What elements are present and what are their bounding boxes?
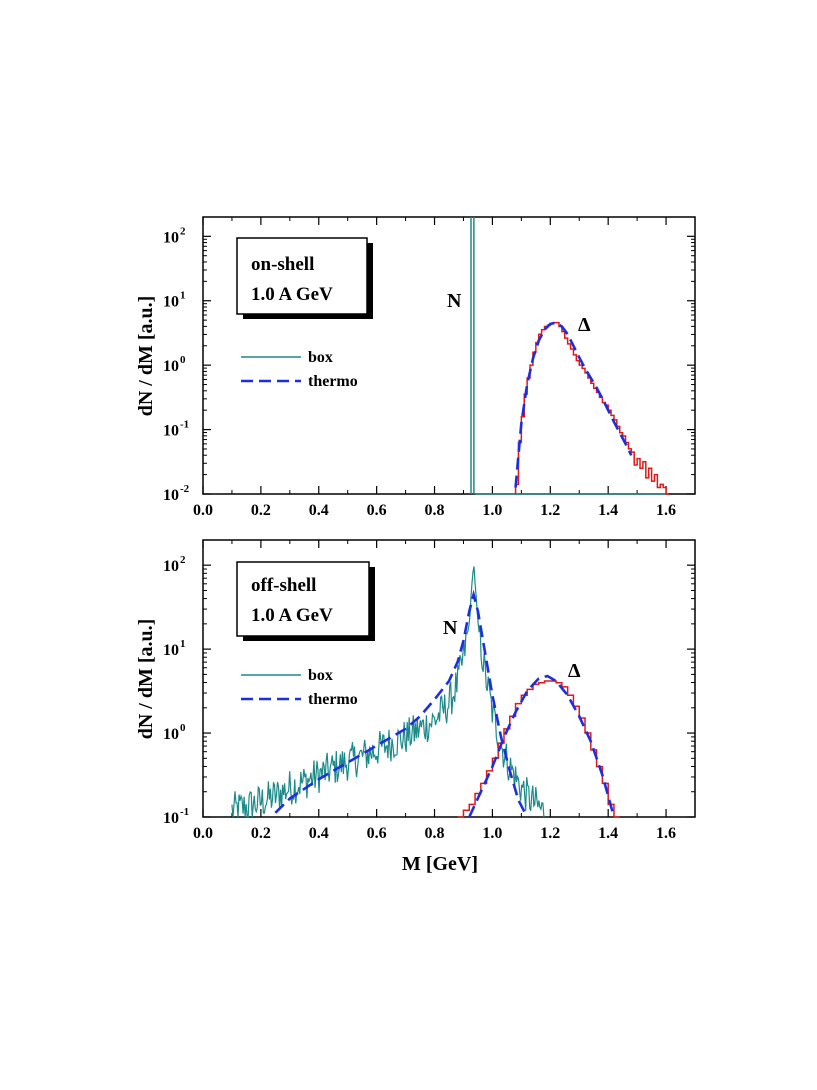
y-tick-exponent: -2 [180,483,190,495]
x-tick-label: 0.8 [425,825,445,842]
x-axis-title: M [GeV] [402,853,478,875]
y-tick-exponent: 2 [180,225,186,237]
y-tick-exponent: 2 [180,554,186,566]
x-tick-label: 0.6 [367,502,387,519]
x-tick-label: 0.0 [193,502,213,519]
x-tick-label: 1.6 [656,502,676,519]
legend-label-thermo-top: thermo [308,373,358,390]
x-tick-label: 1.6 [656,825,676,842]
x-tick-label: 1.0 [482,502,502,519]
y-tick-label: 10 [163,810,179,827]
y-tick-label: 10 [163,642,179,659]
x-tick-label: 1.2 [540,825,560,842]
y-tick-exponent: -1 [180,419,189,431]
y-tick-exponent: 1 [180,290,186,302]
y-tick-exponent: 1 [180,638,186,650]
y-tick-exponent: -1 [180,806,189,818]
y-tick-label: 10 [163,726,179,743]
x-tick-label: 1.4 [598,825,618,842]
annotation-n-top: N [447,290,462,312]
label-box-line2-top: 1.0 A GeV [251,284,333,305]
label-box-bottom: off-shell 1.0 A GeV [236,561,375,641]
label-box-line2-bottom: 1.0 A GeV [251,605,333,626]
x-tick-label: 0.2 [251,825,271,842]
y-axis-title-bottom: dN / dM [a.u.] [135,619,157,740]
plot-frame-top [202,216,696,495]
y-tick-label: 10 [163,358,179,375]
legend-top: box thermo [241,349,358,390]
series--thermo [468,674,616,818]
legend-label-thermo-bottom: thermo [308,691,358,708]
y-tick-exponent: 0 [180,354,186,366]
series-n-thermo [274,589,529,818]
x-tick-label: 0.6 [367,825,387,842]
series--box [457,680,620,818]
y-tick-label: 10 [163,558,179,575]
x-tick-label: 0.4 [309,825,329,842]
series--thermo [514,321,633,488]
x-tick-label: 1.2 [540,502,560,519]
series-bottom [231,566,620,818]
y-tick-exponent: 0 [180,722,186,734]
plot-frame-bottom [202,539,696,818]
series-n-box [470,217,475,494]
y-tick-label: 10 [163,423,179,440]
x-tick-label: 1.4 [598,502,618,519]
y-tick-label: 10 [163,487,179,504]
label-box-top: on-shell 1.0 A GeV [236,237,373,319]
label-box-line1-bottom: off-shell [251,575,316,596]
annotation-n-bottom: N [443,617,458,639]
annotation-delta-top: Δ [578,314,591,336]
x-tick-label: 1.0 [482,825,502,842]
x-tick-label: 0.0 [193,825,213,842]
x-tick-label: 0.4 [309,502,329,519]
series-n-box [231,566,545,818]
series-top [470,217,669,495]
x-tick-label: 0.2 [251,502,271,519]
legend-bottom: box thermo [241,667,358,708]
y-tick-label: 10 [163,294,179,311]
label-box-line1-top: on-shell [251,254,314,275]
y-axis-title-top: dN / dM [a.u.] [135,296,157,417]
y-tick-label: 10 [163,229,179,246]
series--box [514,321,669,495]
annotation-delta-bottom: Δ [568,660,581,682]
legend-label-box-bottom: box [308,667,333,684]
legend-label-box-top: box [308,349,333,366]
x-tick-label: 0.8 [425,502,445,519]
